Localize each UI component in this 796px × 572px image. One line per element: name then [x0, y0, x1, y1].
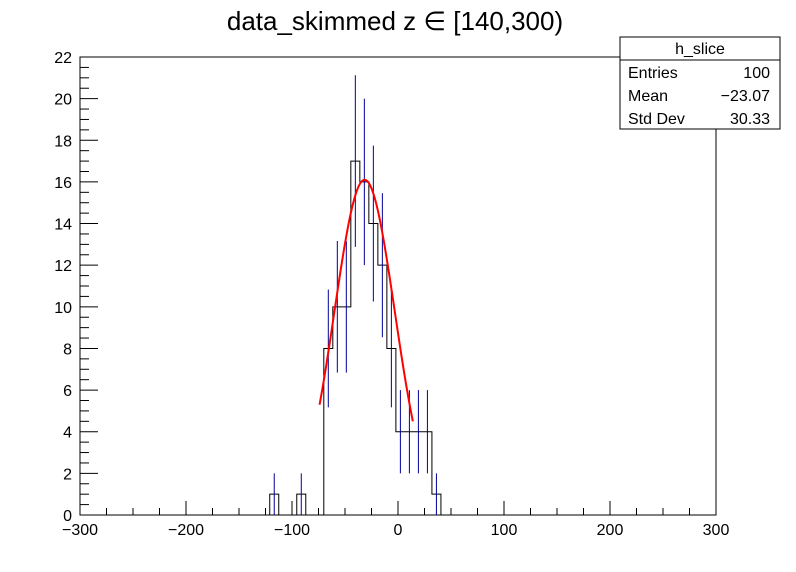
- chart-title: data_skimmed z ∈ [140,300): [227, 6, 563, 36]
- x-tick-label: −100: [274, 522, 310, 539]
- x-tick-label: 100: [491, 522, 518, 539]
- x-axis: −300 −200 −100 0 100 200 300: [62, 501, 729, 539]
- y-tick-label: 2: [63, 466, 72, 483]
- y-tick-label: 20: [54, 92, 72, 109]
- y-tick-label: 4: [63, 425, 72, 442]
- x-tick-label: 200: [597, 522, 624, 539]
- stats-entries-value: 100: [743, 65, 770, 82]
- stats-entries-label: Entries: [628, 65, 678, 82]
- y-tick-label: 12: [54, 258, 72, 275]
- stats-box: h_slice Entries 100 Mean −23.07 Std Dev …: [619, 36, 781, 130]
- error-bars: [273, 75, 437, 515]
- stats-stddev-label: Std Dev: [628, 111, 685, 128]
- stats-stddev-value: 30.33: [730, 111, 770, 128]
- y-tick-label: 18: [54, 133, 72, 150]
- fit-curve-group: [318, 178, 414, 422]
- y-tick-label: 22: [54, 50, 72, 67]
- y-axis: 0 2 4 6 8 10 12 14 16 18 20 22: [54, 50, 98, 525]
- stats-box-title: h_slice: [675, 41, 725, 58]
- x-tick-label: −300: [62, 522, 98, 539]
- stats-mean-value: −23.07: [721, 88, 770, 105]
- y-tick-label: 6: [63, 383, 72, 400]
- fit-curve: [318, 178, 414, 422]
- stats-mean-label: Mean: [628, 88, 668, 105]
- y-tick-label: 16: [54, 175, 72, 192]
- x-tick-label: −200: [168, 522, 204, 539]
- y-tick-label: 8: [63, 341, 72, 358]
- x-tick-label: 300: [703, 522, 730, 539]
- y-tick-label: 10: [54, 300, 72, 317]
- y-tick-label: 14: [54, 217, 72, 234]
- y-tick-label: 0: [63, 508, 72, 525]
- stats-box-frame: [619, 36, 781, 130]
- x-tick-label: 0: [394, 522, 403, 539]
